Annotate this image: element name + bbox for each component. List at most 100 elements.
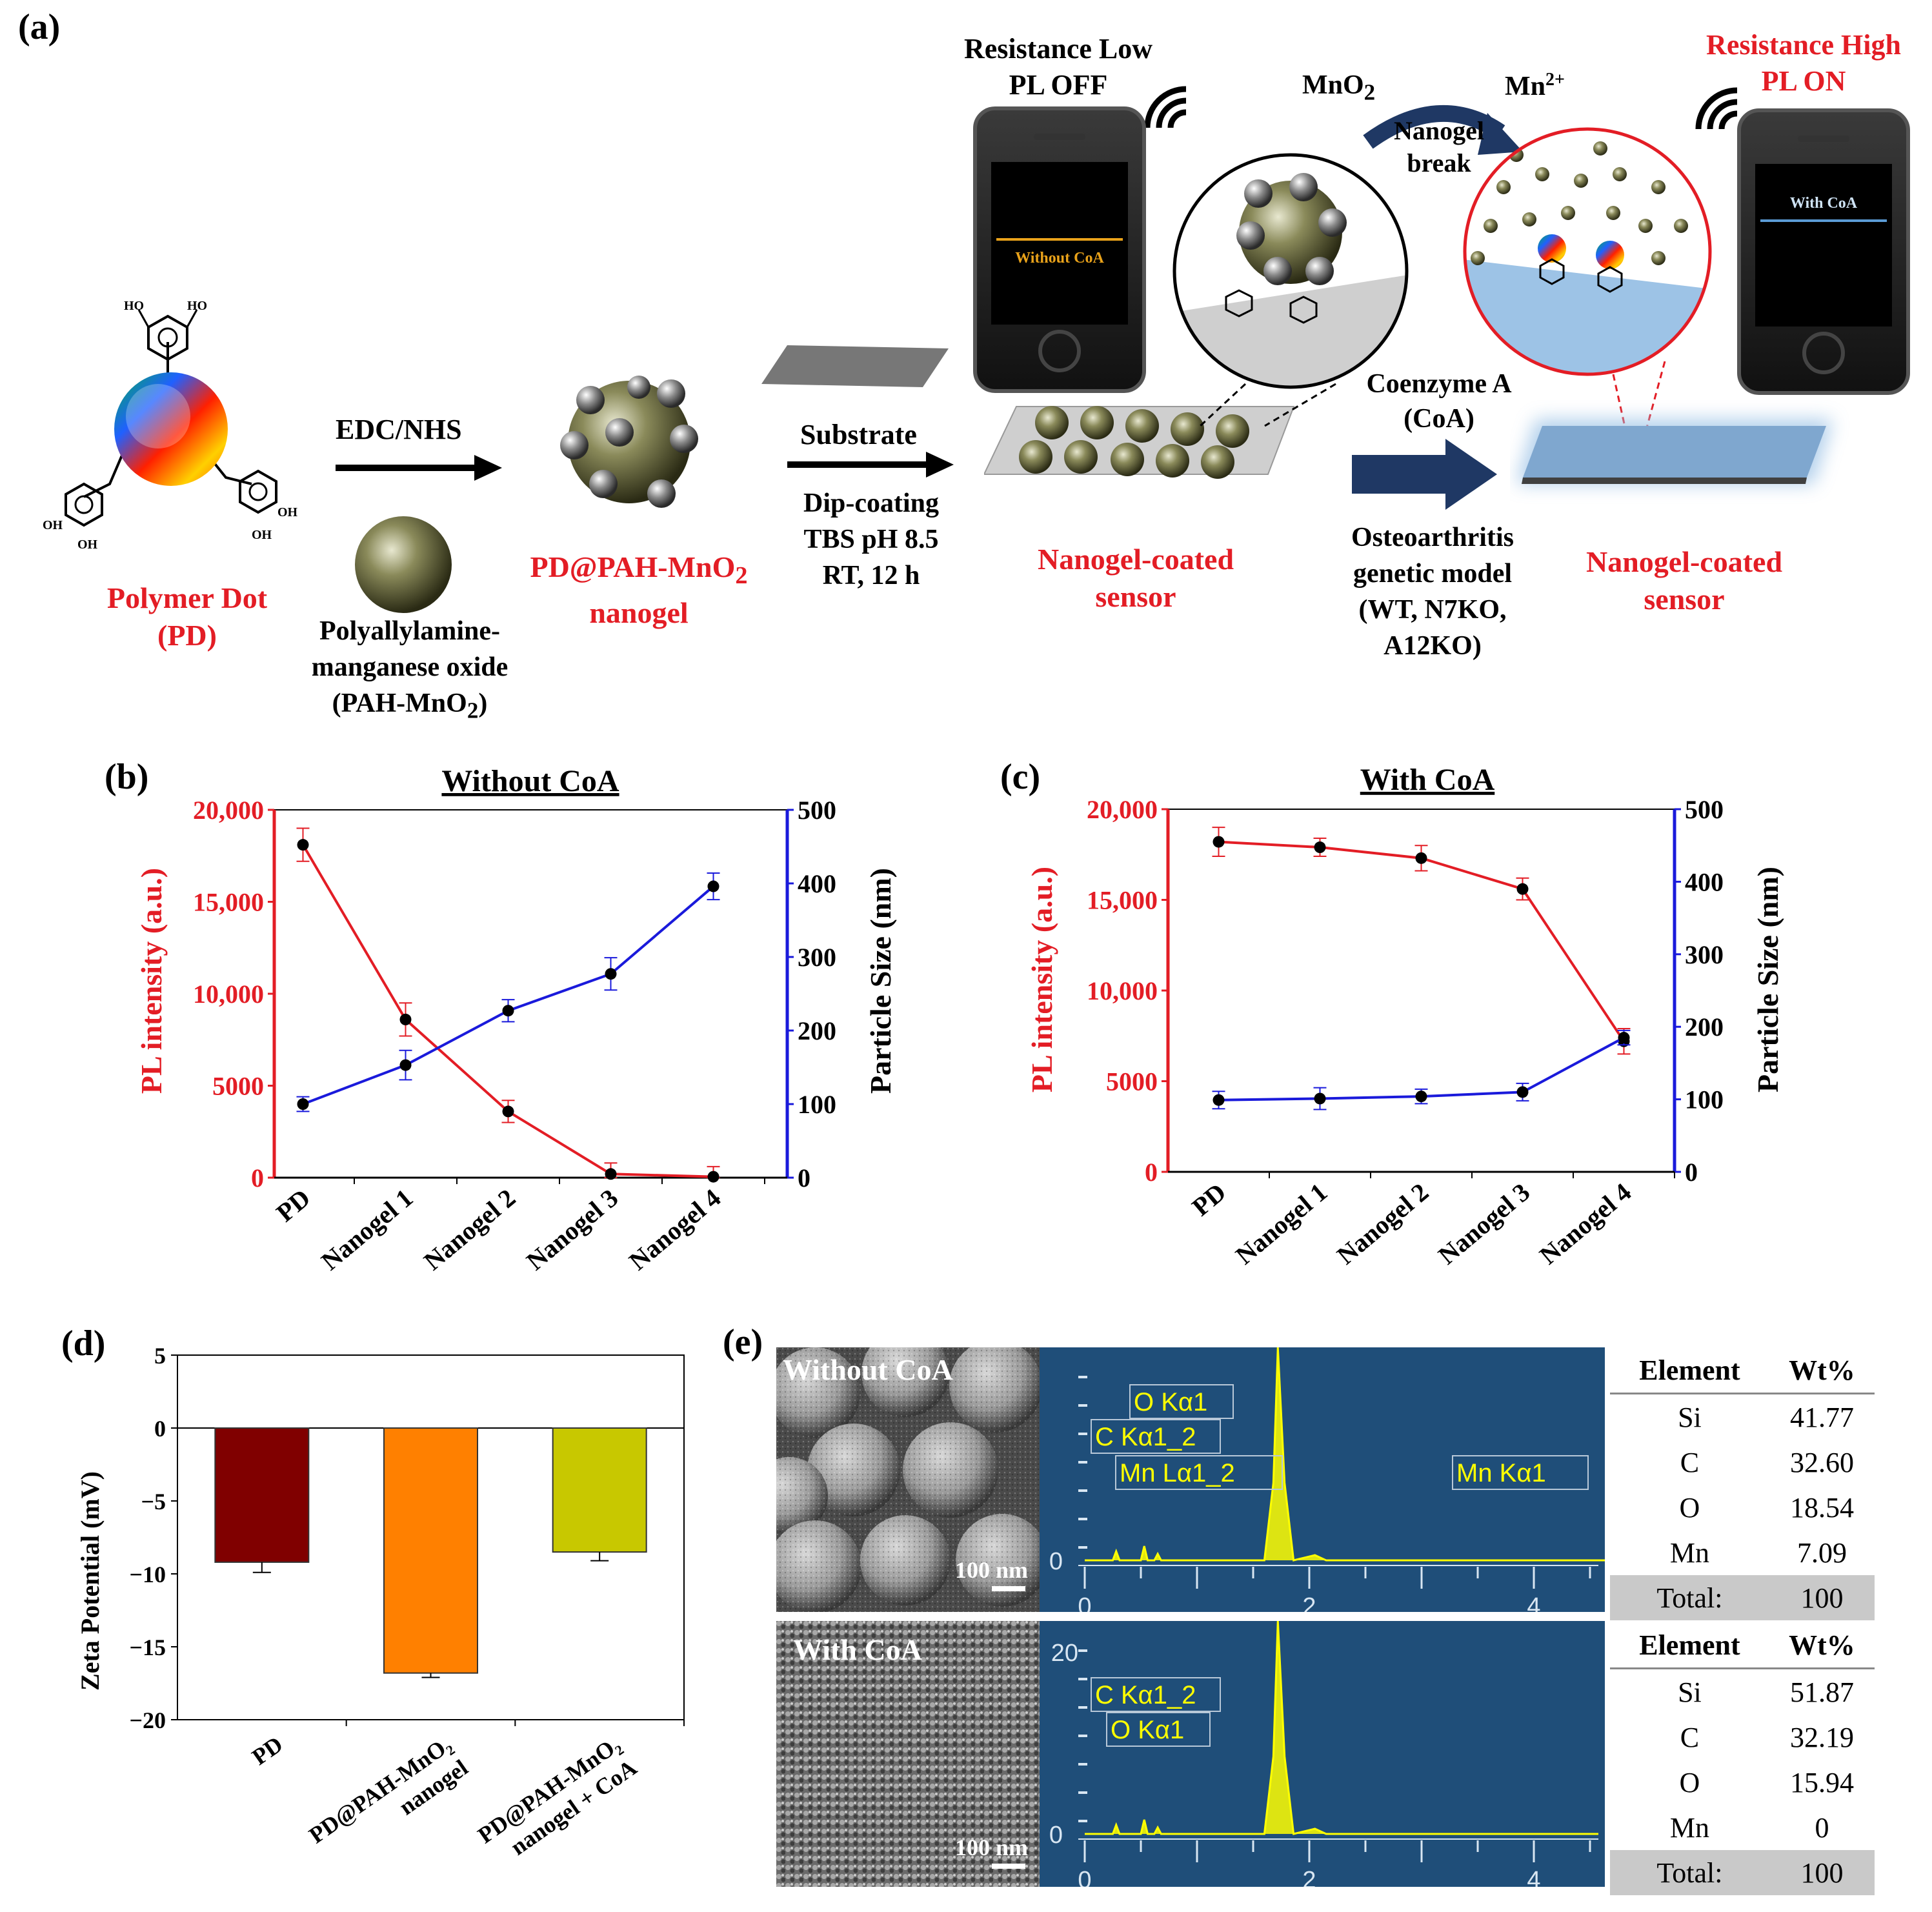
zoom-circle-left <box>1172 153 1409 427</box>
table-top-header-row: Element Wt% <box>1610 1347 1875 1394</box>
pd-ho-1: HO <box>124 299 144 313</box>
chart-c-series-1-point <box>1516 1086 1529 1098</box>
osteo-line2: genetic model <box>1353 559 1513 589</box>
curved-arrow <box>1363 105 1523 155</box>
chart-d-bar-0 <box>214 1427 310 1563</box>
chart-b-series-1-point <box>297 1098 309 1110</box>
sensor-left-label: Nanogel-coated sensor <box>1007 541 1265 616</box>
eds-top-peak-text: C Kα1_2 <box>1095 1423 1196 1451</box>
panel-b-letter: (b) <box>105 757 149 797</box>
table-top-cell: Total: <box>1610 1575 1769 1620</box>
table-top-cell: 100 <box>1769 1575 1875 1620</box>
chart-d-ytick-label: 0 <box>154 1416 166 1442</box>
sem-bottom-scale-bar <box>992 1864 1025 1869</box>
pah-label-sub: 2 <box>467 698 479 723</box>
pl-off-text: PL OFF <box>1009 69 1108 101</box>
mn2-main: Mn <box>1505 72 1545 101</box>
chart-c-xtick-label: Nanogel 4 <box>1534 1177 1636 1270</box>
chart-c-y2tick-label: 100 <box>1685 1085 1724 1114</box>
phone-left: Without CoA <box>973 106 1146 393</box>
polymer-dot-label-line1: Polymer Dot <box>106 581 268 614</box>
eds-top-peak-box <box>1091 1419 1221 1454</box>
mno2-label: MnO2 <box>1302 70 1375 105</box>
table-bottom-cell: 15.94 <box>1789 1766 1854 1798</box>
table-top-row: Mn 7.09 <box>1610 1530 1875 1575</box>
chart-b-series-1-line <box>302 885 714 1105</box>
panel-e-letter: (e) <box>723 1322 763 1362</box>
chart-b-series-0-point <box>502 1105 514 1118</box>
chart-c-series-0-point <box>1314 841 1326 854</box>
pd-oh-2: OH <box>77 538 98 552</box>
nanogel-label-line1: PD@PAH-MnO2 <box>510 548 768 594</box>
resistance-low-text: Resistance Low <box>963 33 1153 65</box>
eds-bottom-peak-label: O Kα1 <box>1106 1712 1211 1747</box>
sensor-left-label-line1: Nanogel-coated <box>1037 543 1234 576</box>
table-bottom-row: C 32.19 <box>1610 1715 1875 1760</box>
table-bottom-row: O 15.94 <box>1610 1760 1875 1805</box>
table-bottom-row: Si 51.87 <box>1610 1669 1875 1715</box>
chart-b-y2tick-label: 100 <box>798 1090 836 1119</box>
chart-c-y2tick-label: 0 <box>1685 1158 1698 1187</box>
wifi-signal-icon-right <box>1695 87 1738 130</box>
eds-top-peak-text: O Kα1 <box>1134 1388 1207 1416</box>
mn2-label: Mn2+ <box>1505 70 1565 102</box>
chart-d: Zeta Potential (mV) −20 −15 −10 −5 0 5 PD PD@PA… <box>75 1343 685 1872</box>
table-bottom-cell: C <box>1680 1721 1700 1753</box>
chart-d-xtick-label-1: PD@PAH-MnO₂nanogel <box>305 1731 473 1872</box>
nanogel-label-sub: 2 <box>735 562 748 590</box>
eds-top-peak-label: O Kα1 <box>1129 1384 1234 1419</box>
osteo-line4: A12KO) <box>1384 631 1482 661</box>
sem-top-label: Without CoA <box>783 1353 953 1386</box>
resistance-high-label: Resistance High PL ON <box>1678 27 1929 99</box>
chart-d-ytick-label: 5 <box>154 1343 166 1369</box>
table-top-row: Si 41.77 <box>1610 1394 1875 1440</box>
chart-b-ytick-label: 20,000 <box>193 796 264 825</box>
chart-b: Without CoA PL intensity (a.u.) Particle… <box>135 764 897 1276</box>
eds-top-peak-label: Mn Lα1_2 <box>1115 1455 1283 1490</box>
chart-b-y2tick-label: 300 <box>798 943 836 972</box>
substrate-plate <box>761 345 949 387</box>
chart-d-ytick-label: −20 <box>129 1707 166 1733</box>
phone-right: With CoA <box>1737 108 1910 395</box>
sem-top-scale-bar <box>992 1586 1025 1591</box>
table-top-cell: Wt% <box>1769 1347 1875 1394</box>
pd-ho-2: HO <box>187 299 207 313</box>
pd-oh-4: OH <box>252 528 272 542</box>
panel-c-letter: (c) <box>1000 757 1041 797</box>
substrate-label: Substrate <box>800 419 917 450</box>
polymer-dot-illustration: HO HO OH OH OH OH <box>43 299 298 552</box>
zoom-circle-right <box>1463 127 1712 433</box>
chart-d-xtick-line: PD <box>247 1731 287 1770</box>
sem-image-with-coa: With CoA 100 nm <box>776 1621 1040 1887</box>
nanogel-break-line1: Nanogel <box>1394 116 1484 145</box>
chart-b-ytick-label: 0 <box>251 1163 264 1192</box>
chart-b-y2tick-label: 200 <box>798 1016 836 1045</box>
eds-bottom-peak-text: C Kα1_2 <box>1095 1681 1196 1709</box>
chart-c-ytick-label: 0 <box>1145 1158 1158 1187</box>
chart-b-y2tick-label: 500 <box>798 796 836 825</box>
chart-c-ytick-label: 10,000 <box>1087 976 1158 1005</box>
chart-c-series-0-point <box>1415 852 1427 864</box>
phone-left-line <box>996 238 1123 241</box>
sensor-right-label-line2: sensor <box>1644 583 1725 616</box>
table-top-cell: 41.77 <box>1789 1401 1854 1433</box>
chart-c-y2tick-label: 300 <box>1685 940 1724 969</box>
sensor-left-illustration <box>984 406 1295 479</box>
chart-d-bar-1 <box>383 1427 478 1674</box>
edc-nhs-label: EDC/NHS <box>336 414 462 445</box>
eds-top-x-tick-label: 2 <box>1302 1593 1316 1612</box>
phone-left-speaker <box>1034 134 1085 140</box>
eds-bottom-y-twenty: 20 <box>1051 1640 1078 1667</box>
eds-bottom-peak-box <box>1091 1677 1221 1712</box>
chart-c-ytick-label: 5000 <box>1106 1067 1158 1096</box>
chart-d-xtick-label-2: PD@PAH-MnO₂nanogel + CoA <box>473 1731 641 1872</box>
chart-b-plot-frame <box>274 809 788 1178</box>
eds-bottom-peak-label: C Kα1_2 <box>1091 1677 1221 1712</box>
pl-on-text: PL ON <box>1761 65 1846 97</box>
sem-image-without-coa: Without CoA 100 nm <box>776 1347 1040 1612</box>
eds-top-peak-text: Mn Kα1 <box>1456 1459 1546 1487</box>
sem-bottom-label: With CoA <box>793 1633 922 1666</box>
chart-c-y2tick-label: 400 <box>1685 867 1724 896</box>
chart-b-xtick-label: Nanogel 1 <box>316 1183 418 1276</box>
